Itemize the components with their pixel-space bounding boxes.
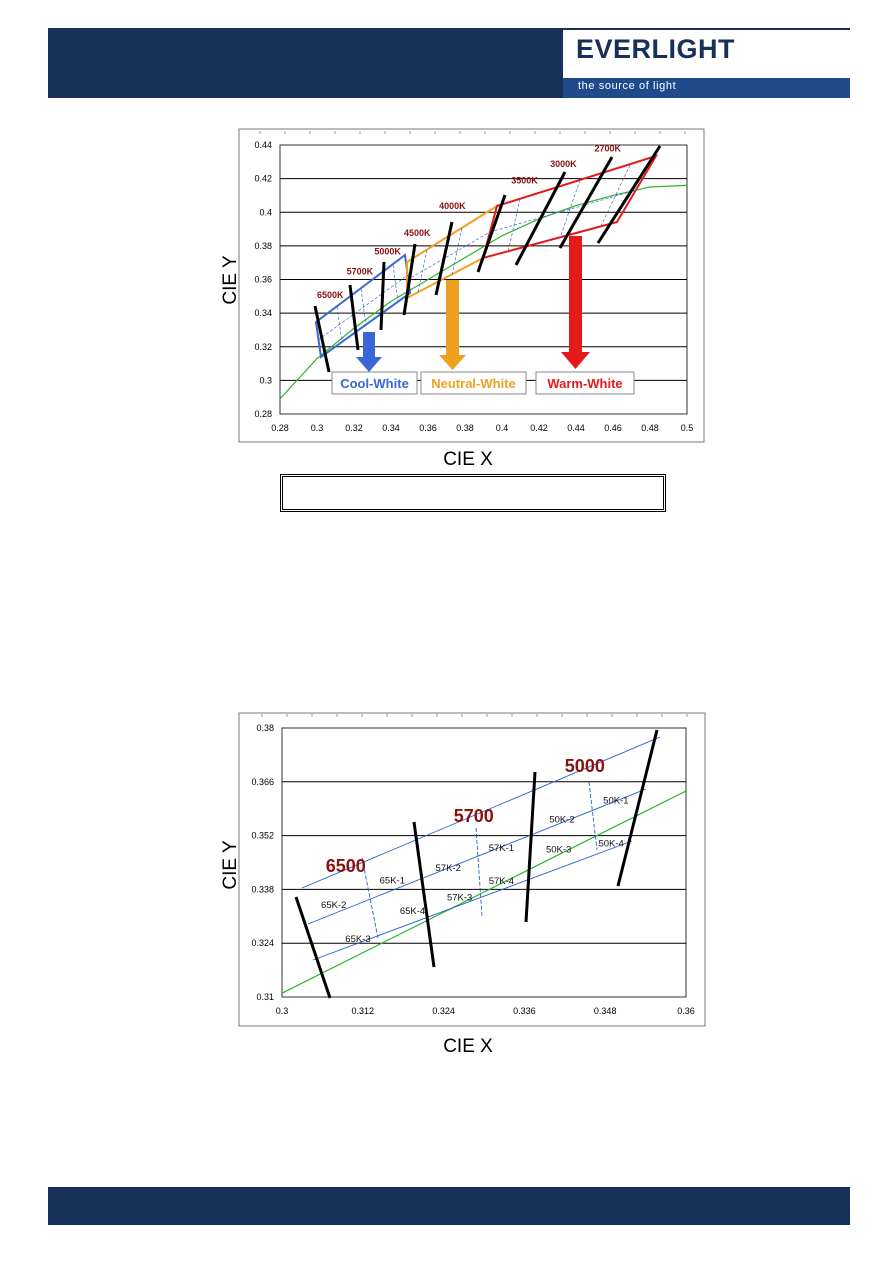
chart2-ylabel: CIE Y [220, 840, 241, 890]
cct-label: 3500K [511, 176, 538, 186]
cct-label: 2700K [595, 144, 622, 154]
x-tick-label: 0.36 [419, 423, 437, 433]
y-tick-label: 0.338 [251, 884, 274, 894]
y-tick-label: 0.38 [256, 723, 274, 733]
cct-label: 5000K [374, 246, 401, 256]
y-tick-label: 0.44 [254, 140, 272, 150]
cct-label: 6500K [317, 290, 344, 300]
bin-boundaries [301, 736, 661, 961]
logo-panel [563, 30, 850, 78]
x-tick-label: 0.44 [567, 423, 585, 433]
brand-logo: EVERLIGHT [576, 34, 736, 64]
bin-dividers [317, 164, 638, 343]
region-label: Warm-White [547, 376, 622, 391]
region-label: Cool-White [340, 376, 409, 391]
x-tick-label: 0.336 [513, 1006, 536, 1016]
neutral-white-region [406, 203, 499, 300]
y-tick-label: 0.42 [254, 174, 272, 184]
bin-label: 50K-4 [598, 838, 623, 849]
neutral-white-arrow [439, 280, 466, 370]
planckian-locus-line [281, 790, 687, 994]
plot-area [279, 144, 688, 415]
tagline-text: the source of light [578, 80, 677, 92]
x-tick-label: 0.4 [496, 423, 509, 433]
cct-label: 4000K [439, 201, 466, 211]
cct-label: 5000 [565, 756, 605, 776]
footer-bar [48, 1187, 850, 1225]
cct-label: 5700K [347, 266, 374, 276]
chart2-xlabel: CIE X [443, 1036, 493, 1057]
tagline-bar: the source of light [563, 78, 850, 98]
chart1-ylabel: CIE Y [220, 255, 241, 305]
cct-label: 5700 [454, 806, 494, 826]
bin-label: 50K-2 [549, 815, 574, 826]
cct-label: 3000K [550, 159, 577, 169]
bin-label: 50K-3 [546, 845, 571, 856]
x-tick-label: 0.312 [352, 1006, 375, 1016]
bin-label: 57K-2 [436, 863, 461, 874]
bin-label: 50K-1 [603, 796, 628, 807]
x-tick-label: 0.3 [311, 423, 324, 433]
chart1-xlabel: CIE X [443, 449, 493, 470]
y-tick-label: 0.31 [256, 992, 274, 1002]
y-tick-label: 0.32 [254, 342, 272, 352]
bin-label: 57K-4 [489, 876, 514, 887]
cct-label: 4500K [404, 228, 431, 238]
x-tick-label: 0.36 [677, 1006, 695, 1016]
chart-frame [238, 712, 706, 1027]
x-tick-label: 0.3 [276, 1006, 289, 1016]
y-tick-label: 0.366 [251, 777, 274, 787]
region-label-box [331, 371, 418, 395]
x-tick-label: 0.48 [641, 423, 659, 433]
x-tick-label: 0.42 [530, 423, 548, 433]
y-tick-label: 0.324 [251, 938, 274, 948]
x-tick-label: 0.32 [345, 423, 363, 433]
bin-label: 65K-2 [321, 900, 346, 911]
bin-label: 57K-1 [489, 843, 514, 854]
x-tick-label: 0.34 [382, 423, 400, 433]
x-tick-label: 0.348 [594, 1006, 617, 1016]
cool-white-region [314, 253, 412, 359]
planckian-locus-line [279, 184, 688, 400]
y-tick-label: 0.28 [254, 409, 272, 419]
region-label: Neutral-White [431, 376, 516, 391]
bin-label: 65K-4 [400, 906, 425, 917]
cct-isotherms [313, 145, 662, 373]
x-tick-label: 0.324 [432, 1006, 455, 1016]
cct-isotherms [294, 729, 659, 999]
y-tick-label: 0.3 [259, 375, 272, 385]
y-tick-label: 0.38 [254, 241, 272, 251]
bin-label: 65K-3 [345, 934, 370, 945]
y-tick-label: 0.36 [254, 275, 272, 285]
cool-white-arrow [356, 332, 382, 372]
caption-box [280, 474, 666, 512]
x-tick-label: 0.28 [271, 423, 289, 433]
cct-label: 6500 [326, 856, 366, 876]
y-tick-label: 0.352 [251, 831, 274, 841]
warm-white-arrow [561, 236, 590, 369]
x-tick-label: 0.5 [681, 423, 694, 433]
region-label-box [420, 371, 527, 395]
warm-white-region [481, 154, 659, 260]
plot-area [281, 727, 687, 998]
chart-frame [238, 128, 705, 443]
x-tick-label: 0.38 [456, 423, 474, 433]
bin-label: 65K-1 [380, 875, 405, 886]
y-tick-label: 0.4 [259, 207, 272, 217]
region-label-box [535, 371, 635, 395]
y-tick-label: 0.34 [254, 308, 272, 318]
bin-label: 57K-3 [447, 893, 472, 904]
x-tick-label: 0.46 [604, 423, 622, 433]
